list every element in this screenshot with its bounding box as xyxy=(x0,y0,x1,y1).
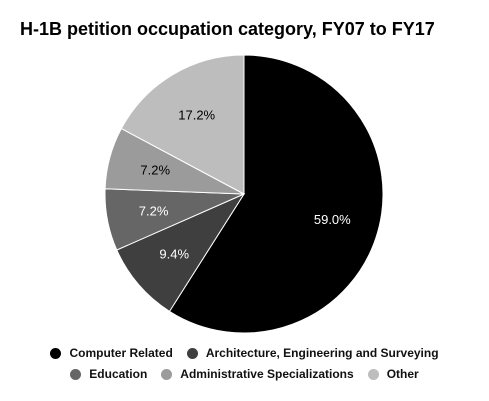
legend-label: Computer Related xyxy=(69,346,173,360)
legend-item-education: Education xyxy=(70,367,147,381)
slice-label-other: 17.2% xyxy=(178,108,215,123)
legend-item-other: Other xyxy=(367,367,419,381)
pie-slice-computer-related xyxy=(168,54,384,334)
legend-item-architecture-engineering-and-surveying: Architecture, Engineering and Surveying xyxy=(186,346,439,360)
legend-swatch xyxy=(50,347,62,359)
legend-label: Other xyxy=(386,367,419,381)
slice-label-administrative-specializations: 7.2% xyxy=(140,163,170,178)
legend-item-administrative-specializations: Administrative Specializations xyxy=(161,367,354,381)
legend-label: Architecture, Engineering and Surveying xyxy=(205,346,439,360)
legend-label: Administrative Specializations xyxy=(180,367,354,381)
legend-label: Education xyxy=(89,367,148,381)
pie-slice-other xyxy=(120,54,245,195)
slice-label-computer-related: 59.0% xyxy=(314,212,351,227)
legend-item-computer-related: Computer Related xyxy=(50,346,173,360)
slice-label-education: 7.2% xyxy=(139,204,169,219)
slice-label-architecture-engineering-and-surveying: 9.4% xyxy=(159,247,189,262)
legend-swatch xyxy=(367,368,379,380)
chart-title: H-1B petition occupation category, FY07 … xyxy=(20,19,435,39)
legend-swatch xyxy=(161,368,173,380)
legend-swatch xyxy=(186,347,198,359)
legend-swatch xyxy=(70,368,82,380)
pie-slice-architecture-engineering-and-surveying xyxy=(116,192,246,313)
